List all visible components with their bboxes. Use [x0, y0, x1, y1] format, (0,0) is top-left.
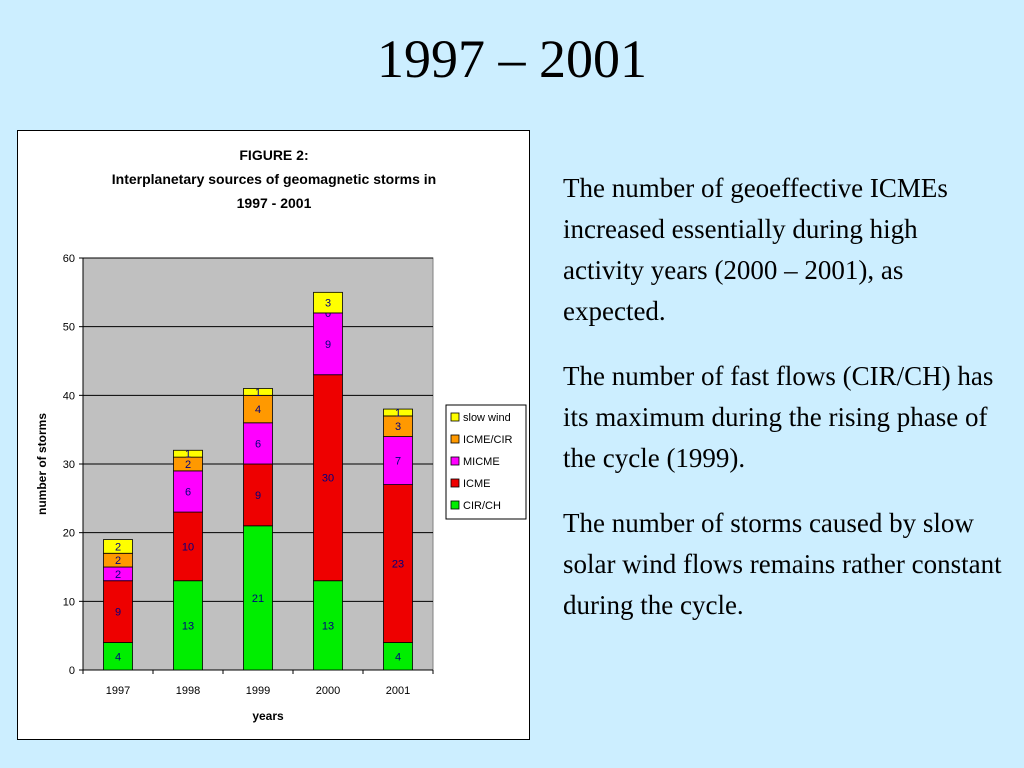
- bar-segment-icme-2000: [313, 374, 343, 582]
- data-label: 3: [325, 298, 331, 310]
- legend-label: slow wind: [463, 412, 511, 424]
- data-label: 3: [395, 421, 401, 433]
- x-tick-label: 2001: [386, 685, 410, 697]
- legend-swatch: [450, 500, 460, 510]
- chart-container: FIGURE 2: Interplanetary sources of geoma…: [17, 130, 530, 740]
- data-label: 13: [322, 620, 334, 632]
- data-label: 4: [395, 651, 401, 663]
- legend-label: ICME/CIR: [463, 434, 513, 446]
- data-label: 30: [322, 473, 334, 485]
- bar-segment-slow-wind-1999: [243, 388, 273, 396]
- chart-title-line: 1997 - 2001: [237, 195, 312, 211]
- y-tick-label: 30: [63, 459, 75, 471]
- bar-segment-cir-ch-1999: [243, 525, 273, 671]
- data-label: 23: [392, 559, 404, 571]
- bar-segment-slow-wind-1997: [103, 539, 133, 554]
- chart-title-line: Interplanetary sources of geomagnetic st…: [112, 171, 436, 187]
- bar-segment-icme-cir-1999: [243, 394, 273, 424]
- bar-segment-cir-ch-1998: [173, 580, 203, 671]
- bar-segment-icme-1997: [103, 580, 133, 643]
- y-tick-label: 40: [63, 390, 75, 402]
- y-tick-label: 50: [63, 322, 75, 334]
- x-tick-label: 1999: [246, 685, 270, 697]
- data-label: 2: [115, 555, 121, 567]
- y-tick-label: 0: [69, 665, 75, 677]
- data-label: 2: [115, 569, 121, 581]
- legend-swatch: [450, 434, 460, 444]
- data-label: 6: [255, 438, 261, 450]
- data-label: 1: [255, 387, 261, 399]
- paragraph-cir: The number of fast flows (CIR/CH) has it…: [563, 361, 994, 473]
- legend-swatch: [450, 478, 460, 488]
- data-label: 0: [325, 308, 331, 320]
- data-label: 1: [395, 408, 401, 420]
- bar-segment-cir-ch-2000: [313, 580, 343, 671]
- chart-title-line: FIGURE 2:: [239, 147, 308, 163]
- slide-title: 1997 – 2001: [377, 29, 647, 89]
- bar-segment-micme-2000: [313, 312, 343, 376]
- data-label: 13: [182, 620, 194, 632]
- data-label: 4: [255, 404, 261, 416]
- data-label: 21: [252, 593, 264, 605]
- data-label: 1: [185, 449, 191, 461]
- bar-segment-slow-wind-2001: [383, 408, 413, 417]
- data-label: 2: [115, 541, 121, 553]
- paragraph-icme: The number of geoeffective ICMEs increas…: [563, 173, 948, 326]
- stacked-bar-chart: FIGURE 2: Interplanetary sources of geoma…: [35, 147, 527, 723]
- bar-segment-slow-wind-2000: [313, 291, 343, 314]
- data-label: 10: [182, 541, 194, 553]
- legend-swatch: [450, 456, 460, 466]
- description-text: The number of geoeffective ICMEs increas…: [563, 168, 1003, 650]
- x-tick-label: 1997: [106, 685, 130, 697]
- legend-label: ICME: [463, 478, 491, 490]
- data-label: 9: [255, 490, 261, 502]
- bar-segment-cir-ch-2001: [383, 642, 413, 671]
- bar-segment-micme-1999: [243, 422, 273, 465]
- legend-label: MICME: [463, 456, 500, 468]
- y-tick-label: 60: [63, 253, 75, 265]
- data-label: 4: [115, 651, 121, 663]
- data-label: 9: [325, 339, 331, 351]
- x-axis-title: years: [252, 709, 284, 723]
- legend-label: CIR/CH: [463, 500, 501, 512]
- x-tick-label: 2000: [316, 685, 340, 697]
- data-label: 6: [185, 486, 191, 498]
- y-axis-title: number of storms: [35, 413, 49, 515]
- y-tick-label: 20: [63, 528, 75, 540]
- bar-segment-micme-2001: [383, 436, 413, 485]
- paragraph-slow-wind: The number of storms caused by slow sola…: [563, 508, 1002, 620]
- legend-swatch: [450, 412, 460, 422]
- y-tick-label: 10: [63, 596, 75, 608]
- x-tick-label: 1998: [176, 685, 200, 697]
- bar-segment-icme-1998: [173, 511, 203, 582]
- data-label: 2: [185, 459, 191, 471]
- data-label: 9: [115, 607, 121, 619]
- data-label: 7: [395, 456, 401, 468]
- bar-segment-slow-wind-1998: [173, 449, 203, 458]
